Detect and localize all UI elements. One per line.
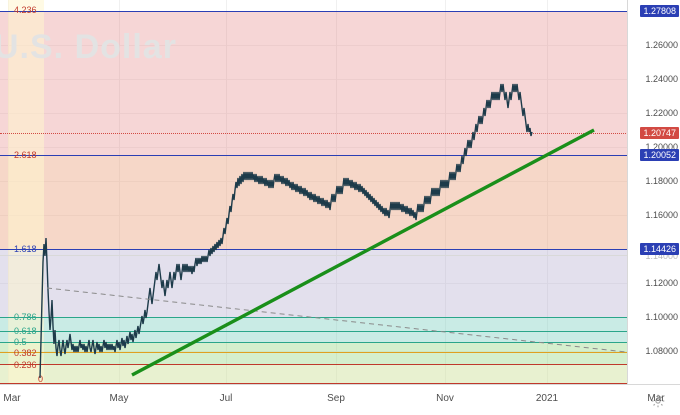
time-tick-2021: 2021 bbox=[535, 393, 559, 404]
downtrend-dashed-line bbox=[46, 287, 627, 353]
fib-band-violet bbox=[0, 249, 628, 317]
gridline-vertical bbox=[445, 0, 446, 385]
gridline-horizontal bbox=[0, 79, 628, 80]
fib-line-0786 bbox=[0, 317, 628, 318]
fib-line-0382 bbox=[0, 352, 628, 353]
faint-level-line bbox=[0, 255, 628, 256]
last-price-pill[interactable]: 1.20747 bbox=[640, 127, 679, 139]
gridline-horizontal bbox=[0, 147, 628, 148]
fib-line-0236 bbox=[0, 364, 628, 365]
fib-1618-price-pill[interactable]: 1.14426 bbox=[640, 243, 679, 255]
gear-icon[interactable] bbox=[650, 393, 666, 409]
gridline-horizontal bbox=[0, 283, 628, 284]
price-tick: 1.22000 bbox=[645, 108, 678, 118]
candlestick-series bbox=[39, 83, 533, 379]
fib-line-4236 bbox=[0, 11, 628, 12]
time-axis[interactable]: Mar May Jul Sep Nov 2021 Mar bbox=[0, 384, 680, 415]
fib-line-0 bbox=[0, 383, 628, 384]
last-price-dotted-line bbox=[0, 133, 628, 134]
price-tick: 1.10000 bbox=[645, 312, 678, 322]
gridline-horizontal bbox=[0, 215, 628, 216]
price-tick: 1.18000 bbox=[645, 176, 678, 186]
fib-label-0: 0 bbox=[38, 374, 44, 384]
price-tick: 1.16000 bbox=[645, 210, 678, 220]
price-tick: 1.26000 bbox=[645, 40, 678, 50]
price-tick: 1.20000 bbox=[645, 142, 678, 152]
session-highlight-strip bbox=[8, 0, 44, 385]
time-tick-nov: Nov bbox=[436, 393, 454, 404]
time-tick-jul: Jul bbox=[219, 393, 233, 404]
time-tick-mar: Mar bbox=[3, 393, 21, 404]
gridline-horizontal bbox=[0, 113, 628, 114]
fib-line-2618 bbox=[0, 155, 628, 156]
gridline-vertical bbox=[226, 0, 227, 385]
fib-2618-price-pill[interactable]: 1.20052 bbox=[640, 149, 679, 161]
fib-band-lime bbox=[0, 364, 628, 385]
price-axis[interactable]: 1.26000 1.24000 1.22000 1.20000 1.18000 … bbox=[627, 0, 680, 385]
fib-label-0786: 0.786 bbox=[14, 312, 37, 322]
fib-label-2618: 2.618 bbox=[14, 150, 37, 160]
price-tick: 1.12000 bbox=[645, 278, 678, 288]
fib-label-0236: 0.236 bbox=[14, 360, 37, 370]
fib-band-teal bbox=[0, 317, 628, 342]
time-tick-may: May bbox=[109, 393, 129, 404]
uptrend-line bbox=[131, 128, 595, 377]
price-series-svg bbox=[39, 83, 627, 379]
gridline-horizontal bbox=[0, 181, 628, 182]
faint-price-tick: 1.14000 bbox=[645, 251, 678, 261]
price-tick: 1.08000 bbox=[645, 346, 678, 356]
time-tick-mar2: Mar bbox=[647, 393, 665, 404]
gridline-horizontal bbox=[0, 45, 628, 46]
top-level-price-pill[interactable]: 1.27808 bbox=[640, 5, 679, 17]
fib-line-1618 bbox=[0, 249, 628, 250]
fib-label-05: 0.5 bbox=[14, 337, 27, 347]
fib-label-0618: 0.618 bbox=[14, 326, 37, 336]
time-tick-sep: Sep bbox=[327, 393, 345, 404]
chart-plot-area[interactable]: U.S. Dollar 4.236 2.618 1.618 0.786 0.61… bbox=[0, 0, 628, 385]
price-tick: 1.24000 bbox=[645, 74, 678, 84]
gridline-horizontal bbox=[0, 351, 628, 352]
gridline-vertical bbox=[119, 0, 120, 385]
fib-band-top-red bbox=[0, 11, 628, 155]
gridline-vertical bbox=[547, 0, 548, 385]
fib-label-0382: 0.382 bbox=[14, 348, 37, 358]
fib-line-0618 bbox=[0, 331, 628, 332]
fib-band-green bbox=[0, 342, 628, 364]
fib-label-4236: 4.236 bbox=[14, 5, 37, 15]
fib-line-05 bbox=[0, 342, 628, 343]
fib-label-1618: 1.618 bbox=[14, 244, 37, 254]
